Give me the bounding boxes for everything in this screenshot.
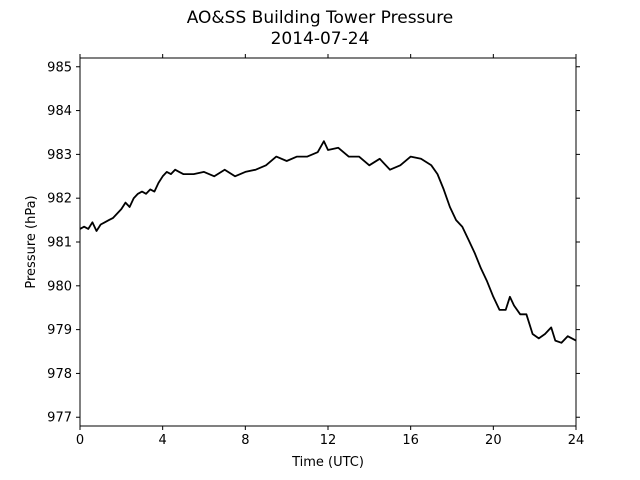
chart-title: AO&SS Building Tower Pressure [186, 8, 454, 28]
y-tick-label: 977 [47, 411, 72, 426]
y-tick-label: 982 [47, 192, 72, 207]
x-axis-label: Time (UTC) [291, 455, 364, 470]
pressure-series-line [79, 140, 577, 344]
x-tick-label: 12 [320, 433, 337, 448]
x-tick-label: 20 [485, 433, 502, 448]
x-tick-label: 0 [76, 433, 84, 448]
x-tick-label: 24 [568, 433, 585, 448]
y-axis-label: Pressure (hPa) [24, 195, 39, 288]
chart-subtitle: 2014-07-24 [270, 29, 370, 49]
y-tick-label: 980 [47, 279, 72, 294]
plot-frame [79, 57, 577, 427]
x-tick-label: 4 [159, 433, 167, 448]
y-tick-label: 984 [47, 104, 72, 119]
y-tick-label: 983 [47, 148, 72, 163]
y-tick-label: 981 [47, 236, 72, 251]
y-tick-label: 985 [47, 60, 72, 75]
axis-ticks: 0 4 8 12 16 20 24 977 978 979 980 981 982 983 984 985 [47, 54, 584, 448]
x-tick-label: 16 [402, 433, 419, 448]
x-tick-label: 8 [241, 433, 249, 448]
y-tick-label: 979 [47, 323, 72, 338]
y-tick-label: 978 [47, 367, 72, 382]
